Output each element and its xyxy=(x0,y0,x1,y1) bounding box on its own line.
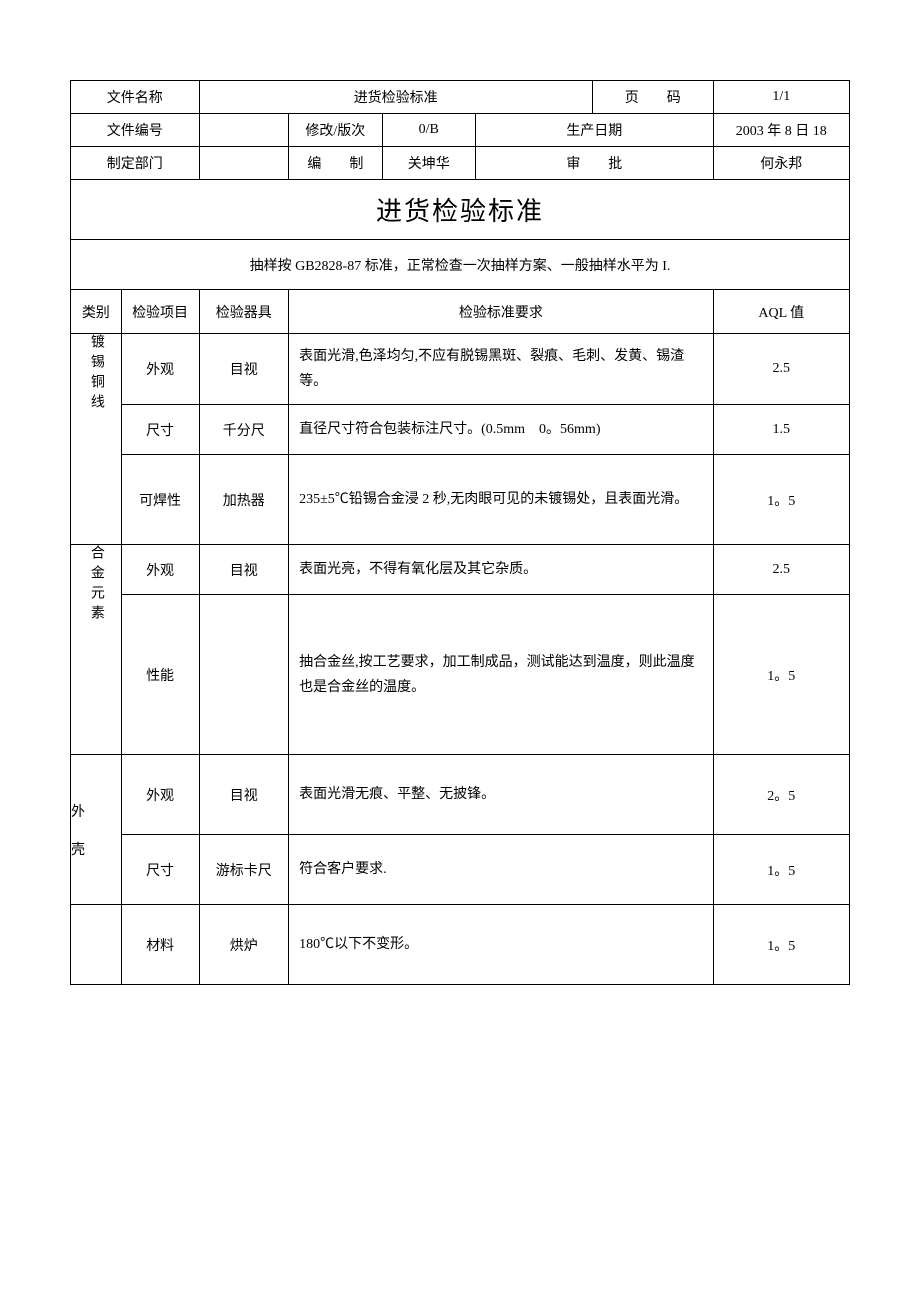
requirement-cell: 表面光滑无痕、平整、无披锋。 xyxy=(289,755,714,835)
tool-cell: 烘炉 xyxy=(199,905,289,985)
tool-cell xyxy=(199,595,289,755)
doc-no-label: 文件编号 xyxy=(71,114,200,147)
requirement-cell: 表面光亮，不得有氧化层及其它杂质。 xyxy=(289,545,714,595)
header-row-1: 文件名称 进货检验标准 页 码 1/1 xyxy=(71,81,850,114)
col-item: 检验项目 xyxy=(121,290,199,334)
aql-cell: 1。5 xyxy=(713,455,849,545)
main-title: 进货检验标准 xyxy=(71,180,850,240)
prod-date-label: 生产日期 xyxy=(476,114,714,147)
col-tool: 检验器具 xyxy=(199,290,289,334)
document-table: 文件名称 进货检验标准 页 码 1/1 文件编号 修改/版次 0/B 生产日期 … xyxy=(70,80,850,985)
col-aql: AQL 值 xyxy=(713,290,849,334)
table-row: 材料烘炉180℃以下不变形。1。5 xyxy=(71,905,850,985)
col-category: 类别 xyxy=(71,290,122,334)
column-header-row: 类别 检验项目 检验器具 检验标准要求 AQL 值 xyxy=(71,290,850,334)
aql-cell: 1。5 xyxy=(713,835,849,905)
item-cell: 外观 xyxy=(121,334,199,405)
table-row: 可焊性加热器235±5℃铅锡合金浸 2 秒,无肉眼可见的未镀锡处，且表面光滑。1… xyxy=(71,455,850,545)
header-row-3: 制定部门 编 制 关坤华 审 批 何永邦 xyxy=(71,147,850,180)
doc-name-label: 文件名称 xyxy=(71,81,200,114)
item-cell: 材料 xyxy=(121,905,199,985)
item-cell: 外观 xyxy=(121,755,199,835)
aql-cell: 2.5 xyxy=(713,545,849,595)
sampling-note: 抽样按 GB2828-87 标准，正常检查一次抽样方案、一般抽样水平为 I. xyxy=(71,240,850,290)
item-cell: 外观 xyxy=(121,545,199,595)
item-cell: 可焊性 xyxy=(121,455,199,545)
table-row: 镀锡铜线外观目视表面光滑,色泽均匀,不应有脱锡黑斑、裂痕、毛刺、发黄、锡渣等。2… xyxy=(71,334,850,405)
aql-cell: 2.5 xyxy=(713,334,849,405)
approved-label: 审 批 xyxy=(476,147,714,180)
prod-date-value: 2003 年 8 日 18 xyxy=(713,114,849,147)
aql-cell: 1。5 xyxy=(713,905,849,985)
aql-cell: 1.5 xyxy=(713,405,849,455)
tool-cell: 目视 xyxy=(199,545,289,595)
table-row: 合金元素外观目视表面光亮，不得有氧化层及其它杂质。2.5 xyxy=(71,545,850,595)
aql-cell: 1。5 xyxy=(713,595,849,755)
requirement-cell: 表面光滑,色泽均匀,不应有脱锡黑斑、裂痕、毛刺、发黄、锡渣等。 xyxy=(289,334,714,405)
tool-cell: 目视 xyxy=(199,755,289,835)
tool-cell: 千分尺 xyxy=(199,405,289,455)
sampling-note-row: 抽样按 GB2828-87 标准，正常检查一次抽样方案、一般抽样水平为 I. xyxy=(71,240,850,290)
tool-cell: 加热器 xyxy=(199,455,289,545)
dept-label: 制定部门 xyxy=(71,147,200,180)
prepared-label: 编 制 xyxy=(289,147,382,180)
prepared-value: 关坤华 xyxy=(382,147,475,180)
doc-no-value xyxy=(199,114,289,147)
rev-value: 0/B xyxy=(382,114,475,147)
tool-cell: 目视 xyxy=(199,334,289,405)
dept-value xyxy=(199,147,289,180)
doc-title: 进货检验标准 xyxy=(199,81,592,114)
item-cell: 尺寸 xyxy=(121,405,199,455)
category-cell xyxy=(71,905,122,985)
header-row-2: 文件编号 修改/版次 0/B 生产日期 2003 年 8 日 18 xyxy=(71,114,850,147)
category-cell: 合金元素 xyxy=(71,545,122,755)
main-title-row: 进货检验标准 xyxy=(71,180,850,240)
rev-label: 修改/版次 xyxy=(289,114,382,147)
approved-value: 何永邦 xyxy=(713,147,849,180)
col-requirement: 检验标准要求 xyxy=(289,290,714,334)
table-row: 外壳外观目视表面光滑无痕、平整、无披锋。2。5 xyxy=(71,755,850,835)
category-cell: 外壳 xyxy=(71,755,122,905)
requirement-cell: 直径尺寸符合包装标注尺寸。(0.5mm 0。56mm) xyxy=(289,405,714,455)
requirement-cell: 抽合金丝,按工艺要求，加工制成品，测试能达到温度，则此温度也是合金丝的温度。 xyxy=(289,595,714,755)
aql-cell: 2。5 xyxy=(713,755,849,835)
page-value: 1/1 xyxy=(713,81,849,114)
requirement-cell: 235±5℃铅锡合金浸 2 秒,无肉眼可见的未镀锡处，且表面光滑。 xyxy=(289,455,714,545)
item-cell: 性能 xyxy=(121,595,199,755)
item-cell: 尺寸 xyxy=(121,835,199,905)
category-cell: 镀锡铜线 xyxy=(71,334,122,545)
requirement-cell: 180℃以下不变形。 xyxy=(289,905,714,985)
table-row: 尺寸游标卡尺符合客户要求.1。5 xyxy=(71,835,850,905)
requirement-cell: 符合客户要求. xyxy=(289,835,714,905)
table-row: 尺寸千分尺直径尺寸符合包装标注尺寸。(0.5mm 0。56mm)1.5 xyxy=(71,405,850,455)
table-row: 性能抽合金丝,按工艺要求，加工制成品，测试能达到温度，则此温度也是合金丝的温度。… xyxy=(71,595,850,755)
tool-cell: 游标卡尺 xyxy=(199,835,289,905)
page-label: 页 码 xyxy=(592,81,713,114)
